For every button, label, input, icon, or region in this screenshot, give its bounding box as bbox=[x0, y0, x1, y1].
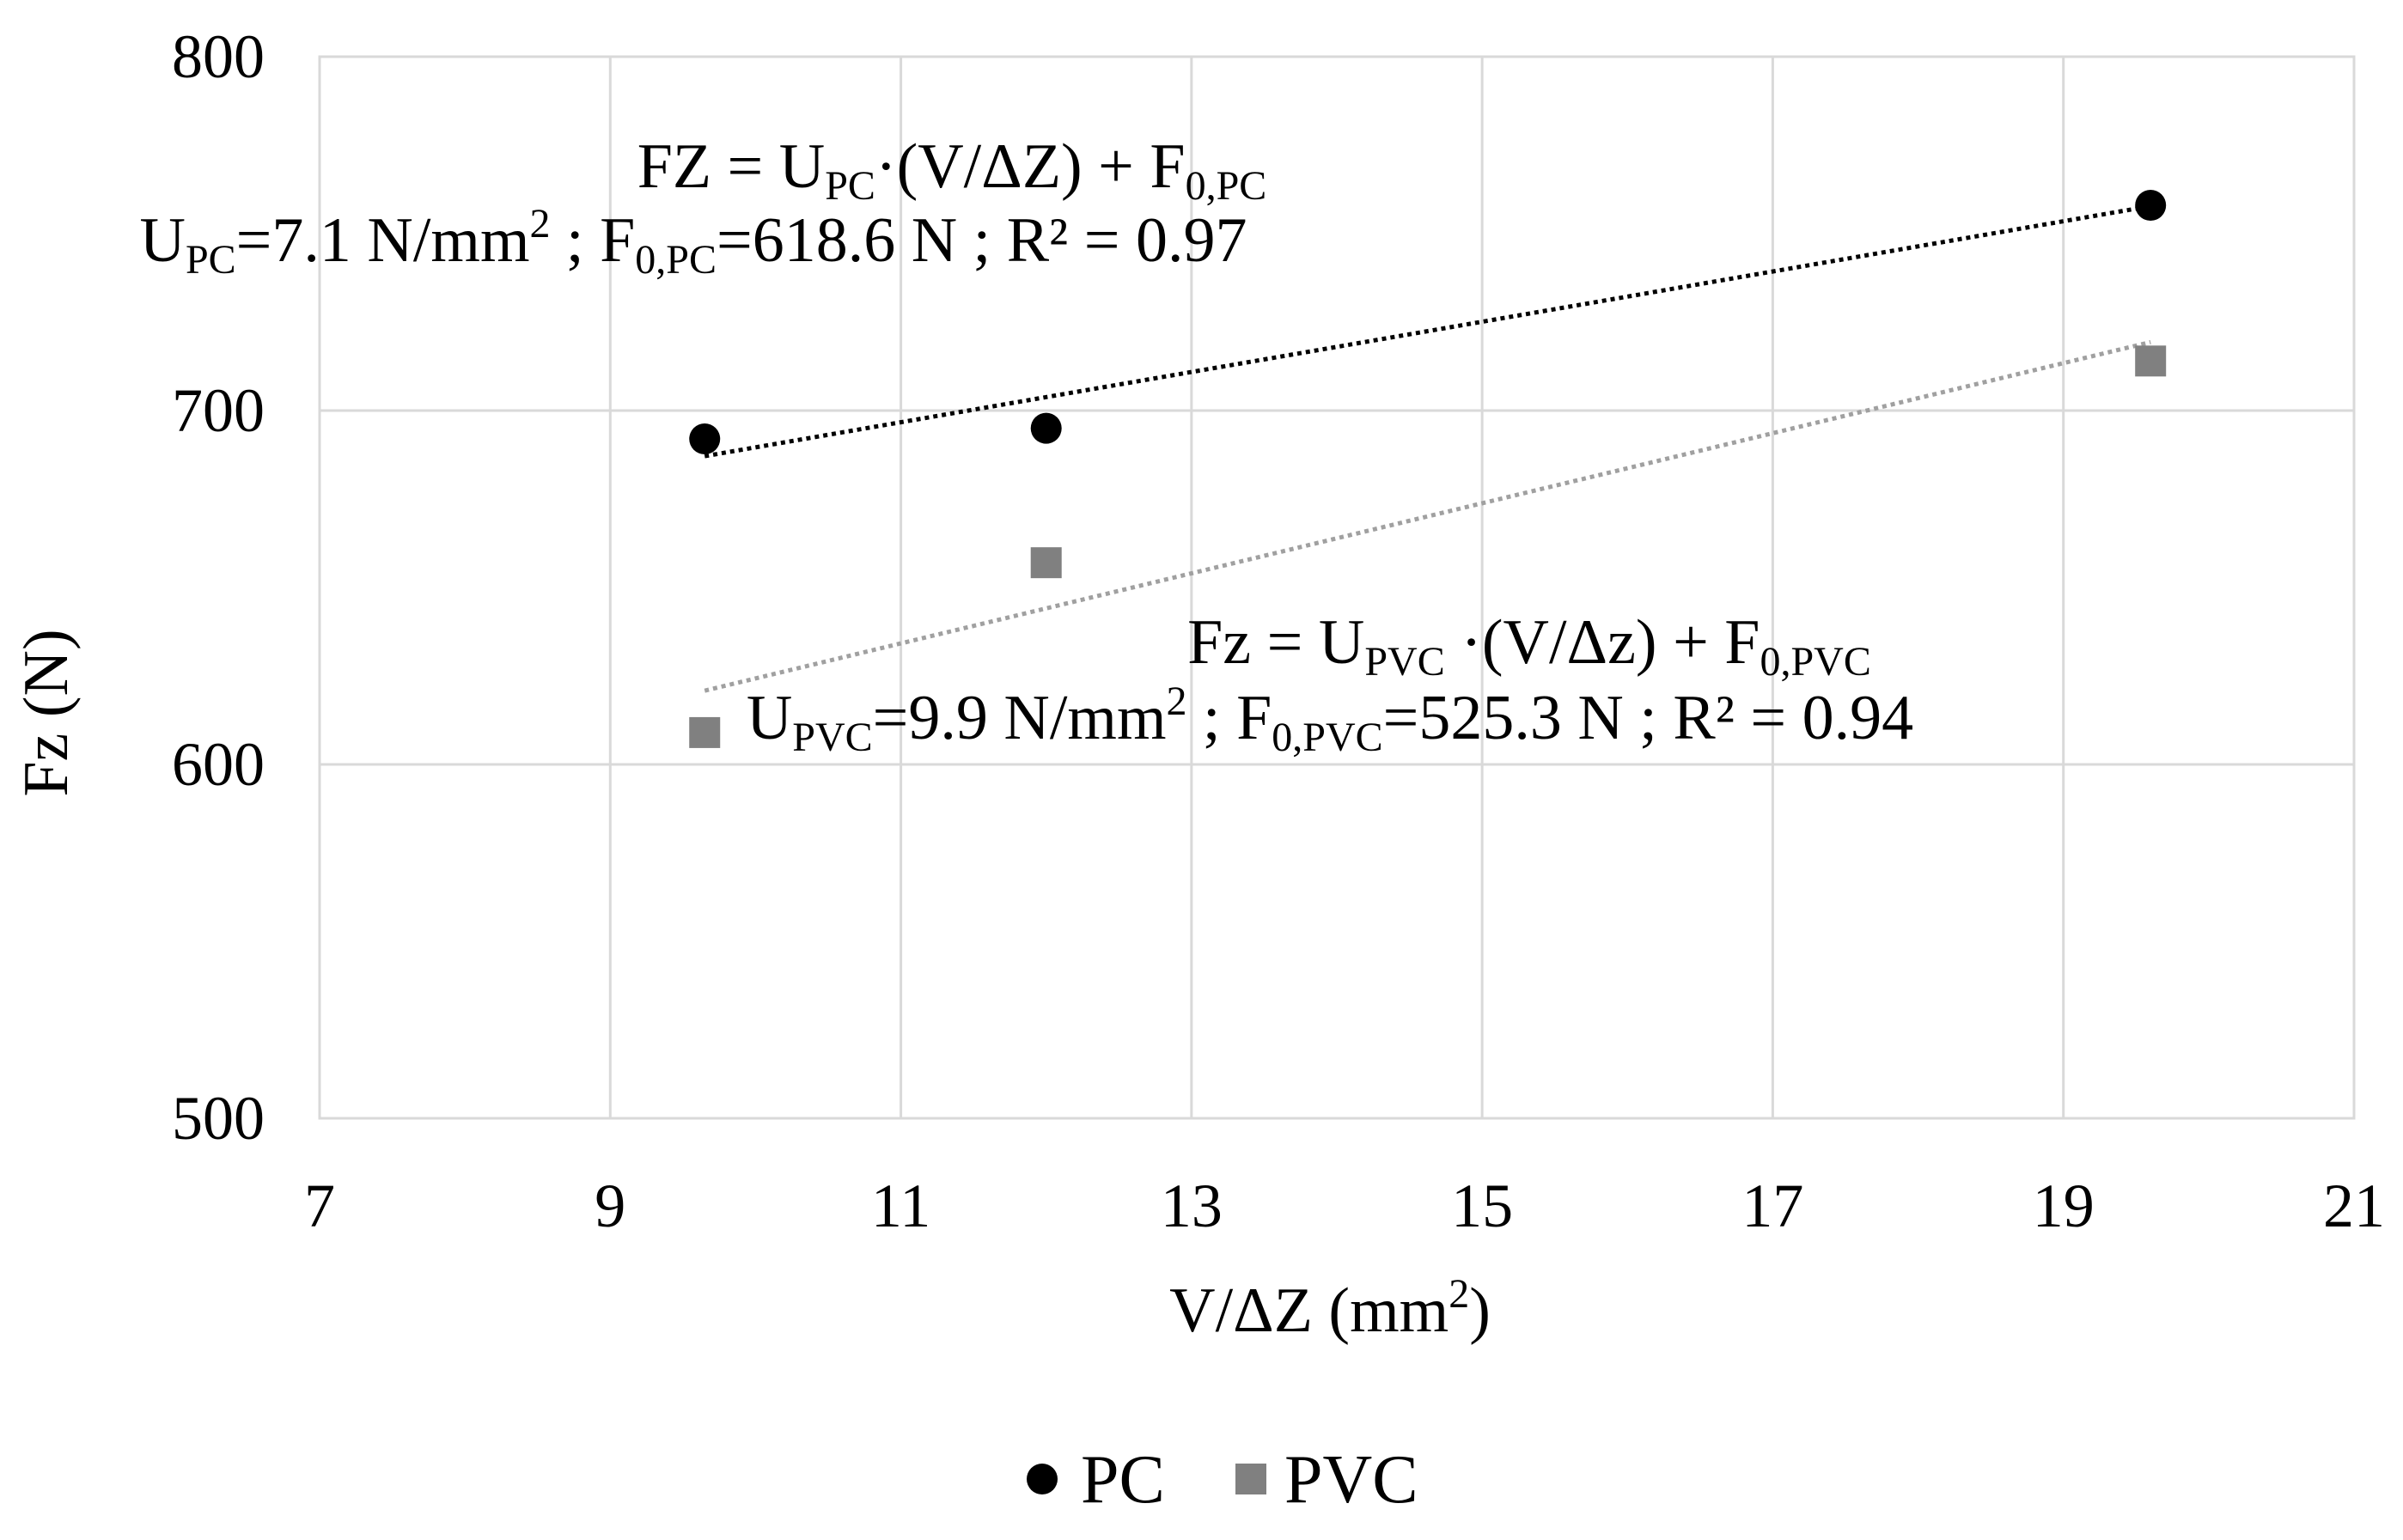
pvc-eq-line2-run: =9.9 N/mm bbox=[873, 683, 1167, 753]
pc-eq-line2-run: PC bbox=[186, 237, 236, 283]
pvc-eq-line2-run: =525.3 N ; R² = 0.94 bbox=[1383, 683, 1914, 753]
point-pc bbox=[689, 423, 721, 454]
pc-eq-line2-run: U bbox=[140, 205, 186, 276]
x-tick-label: 13 bbox=[1161, 1172, 1223, 1240]
pvc-eq-line2: UPVC=9.9 N/mm2 ; F0,PVC=525.3 N ; R² = 0… bbox=[747, 679, 1913, 760]
y-tick-label: 500 bbox=[172, 1084, 265, 1153]
pvc-eq-line1-run: PVC bbox=[1364, 639, 1444, 685]
x-tick-label: 17 bbox=[1741, 1172, 1803, 1240]
point-pvc bbox=[689, 716, 721, 748]
x-axis-label: V/ΔZ (mm2) bbox=[1169, 1271, 1491, 1346]
pc-eq-line1: FZ = UPC·(V/ΔZ) + F0,PC bbox=[637, 131, 1267, 209]
x-tick-label: 7 bbox=[304, 1172, 335, 1240]
legend-marker-pvc bbox=[1235, 1464, 1266, 1494]
pc-eq-line1-run: FZ = U bbox=[637, 131, 826, 202]
pvc-eq-line1-run: ·(V/Δz) + F bbox=[1445, 607, 1760, 678]
pc-eq-line2-run: =618.6 N ; R² = 0.97 bbox=[717, 205, 1247, 276]
x-axis-label-main: V/ΔZ (mm bbox=[1169, 1275, 1449, 1346]
pvc-eq-line1: Fz = UPVC ·(V/Δz) + F0,PVC bbox=[1187, 607, 1871, 685]
pvc-eq-line2-run: 2 bbox=[1167, 679, 1187, 724]
pc-eq-line2: UPC=7.1 N/mm2 ; F0,PC=618.6 N ; R² = 0.9… bbox=[140, 201, 1247, 283]
pc-eq-line2-run: 0,PC bbox=[635, 237, 717, 283]
pvc-eq-line1-run: Fz = U bbox=[1187, 607, 1364, 678]
legend-marker-pc bbox=[1027, 1464, 1058, 1494]
pvc-eq-line2-run: ; F bbox=[1187, 683, 1272, 753]
pvc-eq-line2-run: 0,PVC bbox=[1272, 715, 1382, 760]
data-points bbox=[689, 190, 2167, 748]
point-pc bbox=[2135, 190, 2167, 222]
point-pc bbox=[1030, 412, 1062, 444]
tick-labels: 7 9 11 13 15 17 19 21 500 600 700 800 bbox=[172, 22, 2385, 1240]
x-axis-label-sup: 2 bbox=[1449, 1271, 1469, 1317]
pvc-eq-line2-run: U bbox=[747, 683, 792, 753]
pc-eq-line2-run: =7.1 N/mm bbox=[236, 205, 530, 276]
x-axis-label-end: ) bbox=[1469, 1275, 1491, 1346]
y-tick-label: 800 bbox=[172, 22, 265, 91]
pc-eq-line1-run: ·(V/ΔZ) + F bbox=[875, 131, 1186, 202]
x-tick-label: 21 bbox=[2323, 1172, 2385, 1240]
y-tick-label: 700 bbox=[172, 376, 265, 445]
y-axis-label: Fz (N) bbox=[11, 629, 82, 796]
trendline-pvc bbox=[704, 339, 2151, 693]
x-tick-label: 9 bbox=[595, 1172, 625, 1240]
pvc-eq-line2-run: PVC bbox=[792, 715, 872, 760]
legend-label-pvc: PVC bbox=[1284, 1442, 1418, 1518]
y-tick-label: 600 bbox=[172, 730, 265, 799]
trendline-pc bbox=[704, 204, 2151, 459]
x-tick-label: 15 bbox=[1451, 1172, 1513, 1240]
pc-eq-line1-run: 0,PC bbox=[1186, 163, 1267, 209]
pc-eq-line2-run: ; F bbox=[551, 205, 636, 276]
pc-eq-line2-run: 2 bbox=[530, 201, 551, 247]
x-tick-label: 19 bbox=[2033, 1172, 2095, 1240]
point-pvc bbox=[1030, 547, 1062, 579]
plot-area-frame bbox=[318, 55, 2356, 1120]
pc-eq-line1-run: PC bbox=[825, 163, 875, 209]
x-tick-label: 11 bbox=[871, 1172, 930, 1240]
point-pvc bbox=[2135, 345, 2167, 377]
legend-label-pc: PC bbox=[1081, 1442, 1165, 1518]
pvc-eq-line1-run: 0,PVC bbox=[1760, 639, 1870, 685]
legend: PC PVC bbox=[1027, 1442, 1418, 1518]
trendlines bbox=[704, 204, 2151, 693]
